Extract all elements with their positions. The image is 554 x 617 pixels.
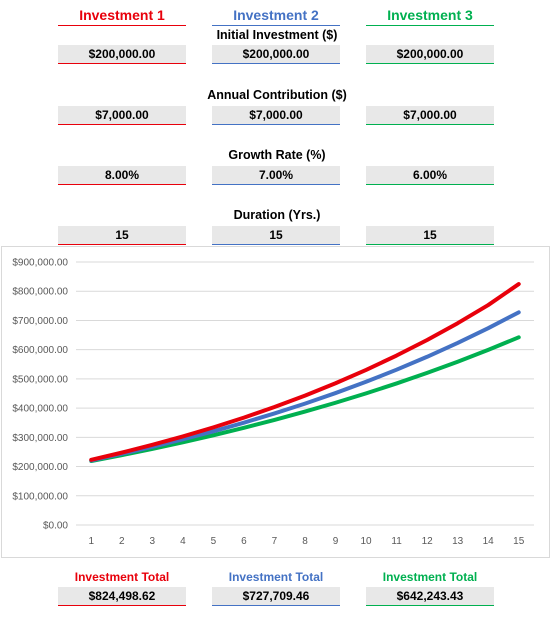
x-tick-label: 2 xyxy=(119,536,125,547)
investment-3-total-value: $642,243.43 xyxy=(366,587,494,606)
x-tick-label: 11 xyxy=(391,536,402,547)
growth-chart-svg: $0.00 $100,000.00 $200,000.00 $300,000.00 $4… xyxy=(12,258,534,547)
series-line xyxy=(89,310,521,463)
duration-1-field[interactable]: 15 xyxy=(58,226,186,245)
annual-contribution-1-field[interactable]: $7,000.00 xyxy=(58,106,186,125)
y-tick-label: $800,000.00 xyxy=(12,287,68,298)
duration-2-field[interactable]: 15 xyxy=(212,226,340,245)
x-tick-label: 5 xyxy=(211,536,217,547)
y-tick-label: $600,000.00 xyxy=(12,345,68,356)
x-tick-label: 12 xyxy=(422,536,434,547)
x-tick-label: 10 xyxy=(361,536,373,547)
growth-chart: $0.00 $100,000.00 $200,000.00 $300,000.00 $4… xyxy=(1,246,550,558)
x-tick-label: 14 xyxy=(483,536,495,547)
initial-investment-1-field[interactable]: $200,000.00 xyxy=(58,45,186,64)
annual-contribution-3-field[interactable]: $7,000.00 xyxy=(366,106,494,125)
x-tick-label: 9 xyxy=(333,536,339,547)
initial-investment-3-field[interactable]: $200,000.00 xyxy=(366,45,494,64)
investment-1-total-value: $824,498.62 xyxy=(58,587,186,606)
x-tick-label: 7 xyxy=(272,536,278,547)
initial-investment-2-field[interactable]: $200,000.00 xyxy=(212,45,340,64)
investment-3-total-label: Investment Total xyxy=(382,570,478,584)
x-tick-label: 13 xyxy=(452,536,464,547)
annual-contribution-2-field[interactable]: $7,000.00 xyxy=(212,106,340,125)
y-tick-label: $400,000.00 xyxy=(12,404,68,415)
investment-1-title: Investment 1 xyxy=(58,7,186,26)
investment-2-total-label: Investment Total xyxy=(228,570,324,584)
y-tick-label: $0.00 xyxy=(43,521,68,532)
x-tick-label: 3 xyxy=(150,536,156,547)
growth-rate-1-field[interactable]: 8.00% xyxy=(58,166,186,185)
x-tick-label: 6 xyxy=(241,536,247,547)
x-tick-label: 1 xyxy=(88,536,94,547)
growth-rate-3-field[interactable]: 6.00% xyxy=(366,166,494,185)
series-line xyxy=(89,282,521,462)
investment-1-total-label: Investment Total xyxy=(74,570,170,584)
y-tick-label: $700,000.00 xyxy=(12,316,68,327)
x-tick-label: 15 xyxy=(513,536,525,547)
investment-3-title: Investment 3 xyxy=(366,7,494,26)
duration-3-field[interactable]: 15 xyxy=(366,226,494,245)
growth-rate-label: Growth Rate (%) xyxy=(228,148,326,162)
y-tick-label: $300,000.00 xyxy=(12,433,68,444)
growth-rate-2-field[interactable]: 7.00% xyxy=(212,166,340,185)
investment-2-title: Investment 2 xyxy=(212,7,340,26)
y-tick-label: $500,000.00 xyxy=(12,374,68,385)
y-tick-label: $900,000.00 xyxy=(12,258,68,269)
duration-label: Duration (Yrs.) xyxy=(233,208,321,222)
y-tick-label: $100,000.00 xyxy=(12,491,68,502)
series-line xyxy=(89,335,521,464)
annual-contribution-label: Annual Contribution ($) xyxy=(207,88,347,102)
x-tick-label: 8 xyxy=(302,536,308,547)
initial-investment-label: Initial Investment ($) xyxy=(216,28,338,42)
x-tick-label: 4 xyxy=(180,536,186,547)
investment-2-total-value: $727,709.46 xyxy=(212,587,340,606)
y-tick-label: $200,000.00 xyxy=(12,462,68,473)
